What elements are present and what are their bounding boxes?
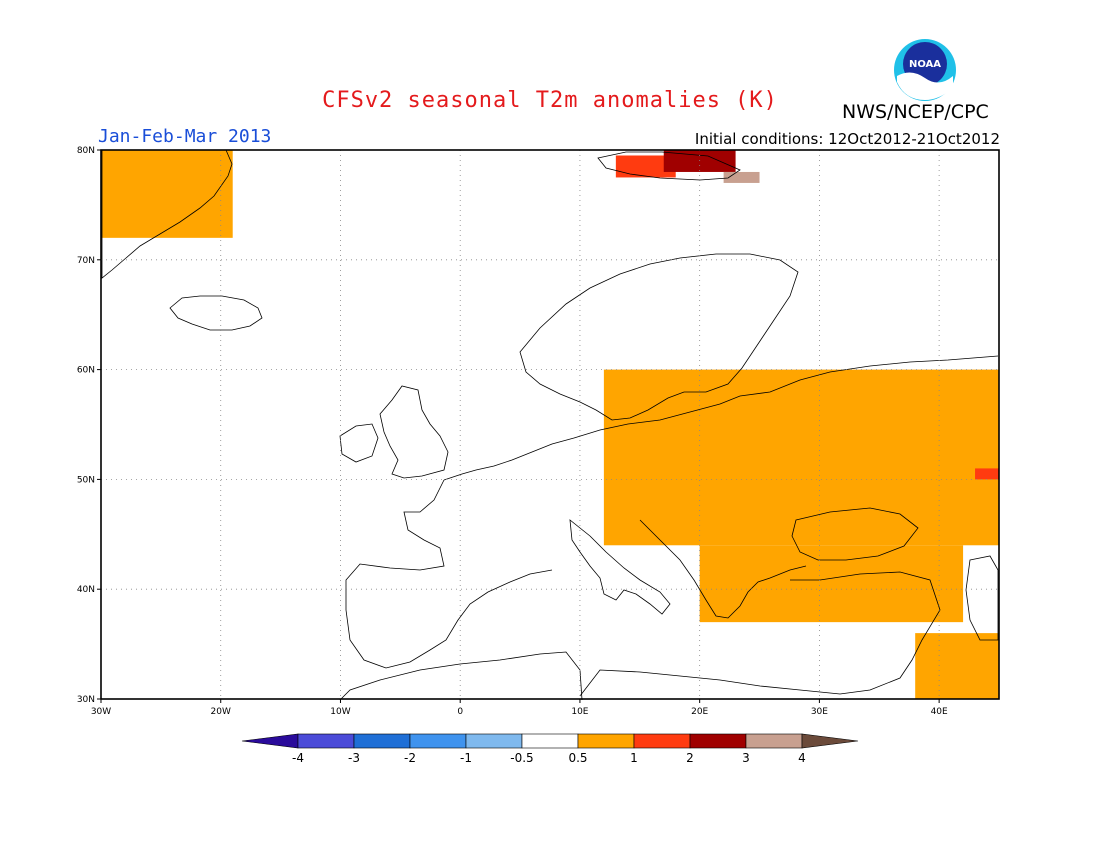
colorbar-swatch <box>633 733 691 749</box>
colorbar-label: 4 <box>798 751 806 765</box>
anomaly-region-4 <box>723 171 760 183</box>
lat-tick-label: 50N <box>77 475 95 485</box>
colorbar-swatch <box>745 733 803 749</box>
lon-tick-label: 10E <box>571 707 588 717</box>
coastlines <box>101 149 999 701</box>
lon-tick-label: 30W <box>91 707 111 717</box>
colorbar: -4 -3 -2 -1 -0.5 0.5 1 2 3 4 <box>241 733 859 765</box>
colorbar-swatch <box>465 733 523 749</box>
colorbar-label: -3 <box>348 751 360 765</box>
longitude-labels: 30W 20W 10W 0 10E 20E 30E 40E <box>91 699 948 717</box>
map-frame <box>100 149 1000 700</box>
lon-tick-label: 0 <box>457 707 463 717</box>
lon-tick-label: 20W <box>211 707 231 717</box>
anomaly-region-7 <box>915 633 999 699</box>
lon-tick-label: 20E <box>691 707 708 717</box>
lat-tick-label: 30N <box>77 695 95 705</box>
colorbar-label: -2 <box>404 751 416 765</box>
anomaly-region-5 <box>603 369 999 546</box>
colorbar-label: 3 <box>742 751 750 765</box>
noaa-logo-text: NOAA <box>909 59 941 70</box>
chart-title: CFSv2 seasonal T2m anomalies (K) <box>322 88 778 113</box>
colorbar-label: -0.5 <box>510 751 533 765</box>
noaa-logo: NOAA <box>894 39 956 101</box>
lon-tick-label: 30E <box>811 707 828 717</box>
initial-conditions: Initial conditions: 12Oct2012-21Oct2012 <box>694 130 1000 148</box>
colorbar-label: 2 <box>686 751 694 765</box>
colorbar-swatch <box>297 733 355 749</box>
anomaly-region-6 <box>699 545 964 623</box>
anomaly-region-8 <box>975 468 999 480</box>
colorbar-min-arrow <box>241 733 299 749</box>
lat-tick-label: 70N <box>77 256 95 266</box>
lat-tick-label: 60N <box>77 366 95 376</box>
lon-tick-label: 10W <box>330 707 350 717</box>
colorbar-label: -1 <box>460 751 472 765</box>
forecast-period: Jan-Feb-Mar 2013 <box>98 126 272 147</box>
colorbar-label: 1 <box>630 751 638 765</box>
lat-tick-label: 80N <box>77 146 95 156</box>
colorbar-swatch <box>521 733 579 749</box>
colorbar-swatch <box>409 733 467 749</box>
agency-label: NWS/NCEP/CPC <box>842 101 989 123</box>
lat-tick-label: 40N <box>77 585 95 595</box>
lon-tick-label: 40E <box>931 707 948 717</box>
colorbar-swatch <box>577 733 635 749</box>
anomaly-shading <box>101 150 999 699</box>
anomaly-region-1 <box>101 150 233 238</box>
latitude-labels: 30N 40N 50N 60N 70N 80N <box>77 146 101 705</box>
colorbar-label: -4 <box>292 751 304 765</box>
colorbar-label: 0.5 <box>568 751 587 765</box>
colorbar-swatch <box>353 733 411 749</box>
anomaly-region-2 <box>615 155 676 178</box>
colorbar-max-arrow <box>801 733 859 749</box>
colorbar-swatch <box>689 733 747 749</box>
